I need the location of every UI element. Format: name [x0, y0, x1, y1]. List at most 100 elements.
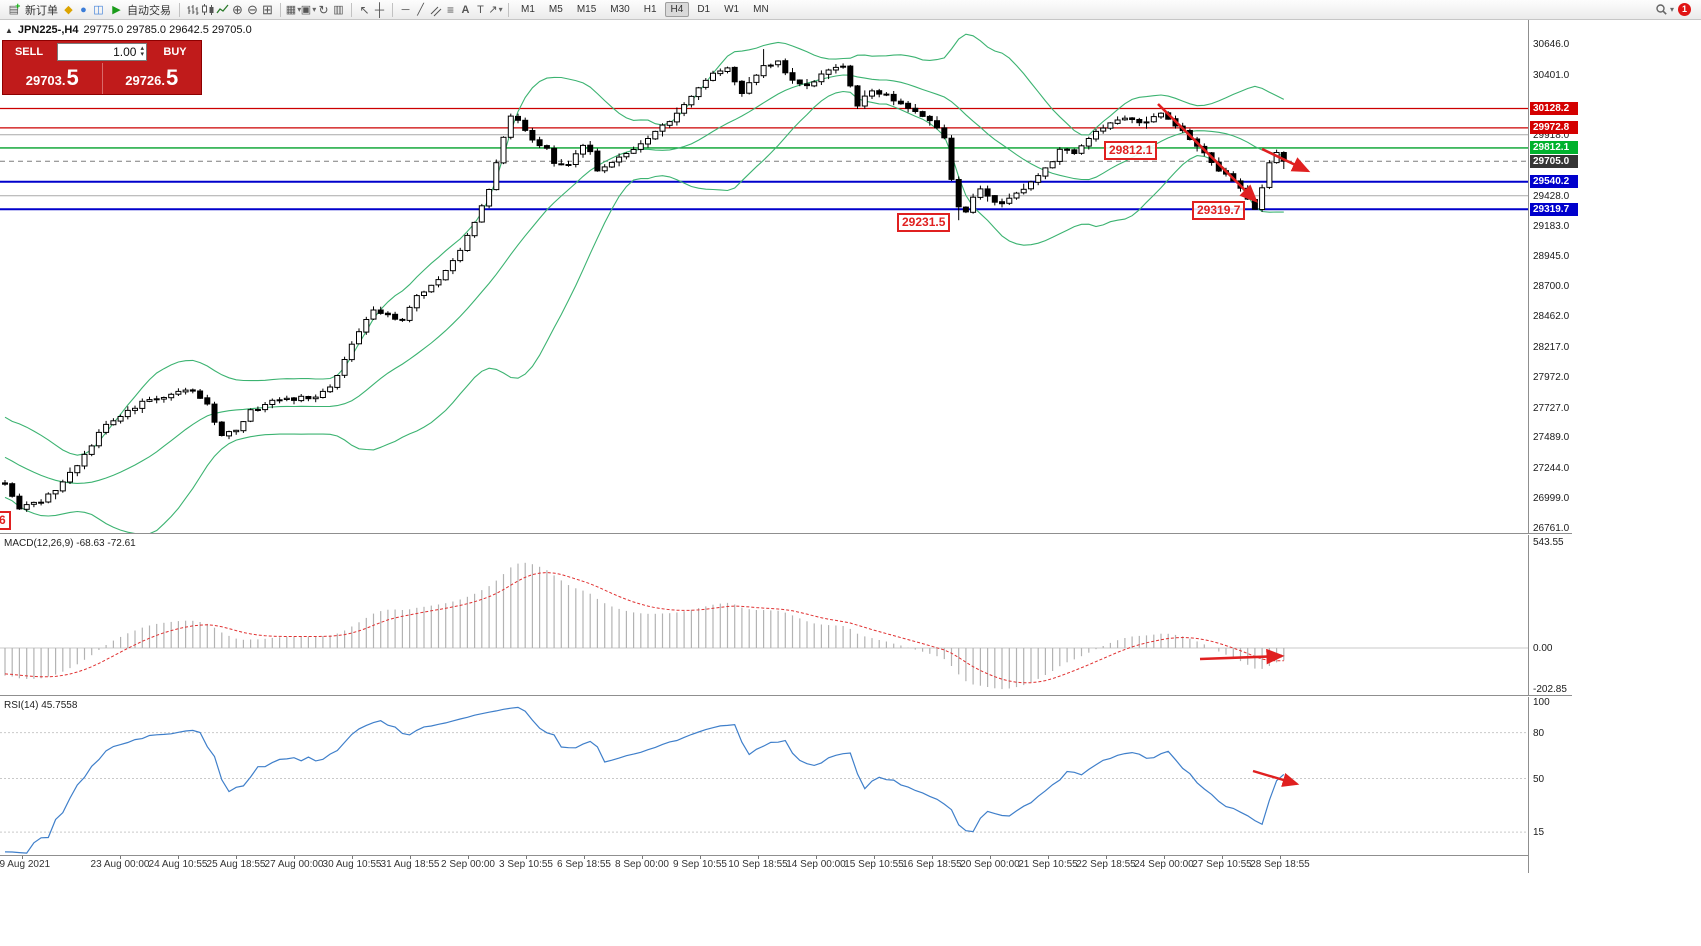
price-tick-label: 28700.0: [1533, 281, 1570, 293]
profiles-icon[interactable]: ▣ ▾: [300, 4, 317, 16]
arrows-tool-icon[interactable]: ↗ ▾: [488, 4, 503, 16]
toolbar-separator: [508, 2, 509, 17]
search-icon[interactable]: [1654, 2, 1669, 17]
lot-spinner[interactable]: ▴ ▾: [140, 45, 144, 58]
price-tick-label: 27244.0: [1533, 462, 1570, 474]
timeframe-h4[interactable]: H4: [664, 2, 690, 17]
rsi-axis-label: 80: [1533, 727, 1545, 739]
crosshair-tool-icon[interactable]: ┼: [374, 2, 385, 17]
lot-decrease-icon[interactable]: ▾: [140, 51, 144, 58]
time-label: 19 Aug 2021: [0, 859, 51, 870]
price-tick-label: 30401.0: [1533, 69, 1570, 81]
main-chart-canvas[interactable]: [0, 20, 1528, 533]
pane-splitter-macd[interactable]: [0, 533, 1572, 534]
candlestick-mode-icon[interactable]: [200, 2, 215, 17]
sell-price[interactable]: 29703. 5: [3, 63, 103, 94]
macd-pane-canvas[interactable]: [0, 535, 1528, 695]
buy-button[interactable]: BUY: [149, 41, 201, 63]
buy-price-main: 29726.: [125, 73, 165, 88]
timeframe-d1[interactable]: D1: [697, 4, 711, 15]
zoom-out-icon[interactable]: ⊖: [247, 1, 258, 17]
time-label: 21 Sep 10:55: [1018, 859, 1078, 870]
price-annotation-box[interactable]: 29231.5: [897, 213, 951, 232]
time-tick: [874, 856, 875, 859]
time-tick: [178, 856, 179, 859]
notification-badge[interactable]: 1: [1678, 3, 1691, 16]
new-order-icon: ▤ +: [8, 1, 21, 16]
sell-price-main: 29703.: [25, 73, 66, 88]
lot-size-field[interactable]: 1.00 ▴ ▾: [57, 43, 147, 61]
new-chart-icon[interactable]: ▦ ▾: [285, 4, 302, 16]
new-order-button[interactable]: ▤ + 新订单: [4, 1, 61, 18]
clipped-left-price-label[interactable]: 6: [0, 511, 11, 530]
data-window-icon[interactable]: ◫: [93, 4, 104, 16]
pane-splitter-macd-highlight: [0, 534, 1572, 535]
timeframe-group: M1 M5 M15 M30 H1 H4 D1 W1 MN: [514, 2, 776, 17]
price-annotation-box[interactable]: 29319.7: [1192, 201, 1246, 220]
text-tool-icon[interactable]: A: [461, 3, 470, 16]
price-tick-label: 26761.0: [1533, 523, 1570, 535]
label-tool-icon[interactable]: T: [477, 3, 484, 16]
price-axis[interactable]: 30646.0 30401.0 29918.0 29428.0 29183.0 28945…: [1528, 20, 1619, 873]
price-tick-label: 27727.0: [1533, 402, 1570, 414]
timeframe-mn[interactable]: MN: [753, 4, 769, 15]
price-tick-label: 27489.0: [1533, 432, 1570, 444]
price-annotation-box[interactable]: 29812.1: [1104, 141, 1158, 160]
cursor-tool-icon[interactable]: ↖: [359, 2, 370, 17]
time-tick: [1048, 856, 1049, 859]
time-tick: [584, 856, 585, 859]
time-tick: [1222, 856, 1223, 859]
fibonacci-tool-icon[interactable]: ≡: [446, 2, 454, 17]
lot-increase-icon[interactable]: ▴: [140, 45, 144, 52]
channel-tool-icon[interactable]: [428, 2, 443, 17]
horizontal-line-tool-icon[interactable]: ─: [401, 3, 410, 16]
time-label: 3 Sep 10:55: [499, 859, 553, 870]
timeframe-w1[interactable]: W1: [724, 4, 740, 15]
time-tick: [932, 856, 933, 859]
timeframe-m5[interactable]: M5: [548, 4, 563, 15]
time-label: 30 Aug 10:55: [322, 859, 382, 870]
price-tick-label: 28462.0: [1533, 311, 1570, 323]
search-caret-icon[interactable]: ▾: [1669, 5, 1674, 14]
time-tick: [294, 856, 295, 859]
zoom-in-icon[interactable]: ⊕: [232, 1, 243, 17]
line-chart-mode-icon[interactable]: [215, 2, 230, 17]
price-tick-label: 29918.0: [1533, 129, 1570, 141]
snapshot-icon[interactable]: ▥: [333, 4, 344, 16]
buy-price-big-digit: 5: [166, 65, 179, 90]
autotrading-icon: ▶: [112, 4, 121, 16]
symbol-icon: ▲: [5, 25, 13, 35]
price-level-badge: 29972.8: [1530, 121, 1578, 135]
market-watch-icon[interactable]: ●: [80, 3, 87, 16]
time-tick: [236, 856, 237, 859]
timeframe-h1[interactable]: H1: [643, 4, 657, 15]
refresh-icon[interactable]: ↻: [318, 2, 329, 17]
trendline-tool-icon[interactable]: ╱: [417, 4, 424, 16]
rsi-line: [4, 706, 1285, 854]
timeframe-m15[interactable]: M15: [576, 4, 597, 15]
time-tick: [990, 856, 991, 859]
time-label: 27 Sep 10:55: [1192, 859, 1252, 870]
favorites-icon[interactable]: ◆: [64, 4, 73, 16]
bar-chart-mode-icon[interactable]: [185, 2, 200, 17]
macd-signal-line: [4, 571, 1284, 684]
main-toolbar: ▤ + 新订单 ◆ ● ◫ ▶ 自动交易 ⊕ ⊖ ⊞ ▦ ▾ ▣ ▾ ↻ ▥ ↖ ┼: [0, 0, 1701, 20]
lot-value[interactable]: 1.00: [113, 45, 137, 59]
autotrading-button[interactable]: ▶ 自动交易: [106, 2, 174, 18]
trend-arrows: [1157, 103, 1311, 203]
buy-price[interactable]: 29726. 5: [103, 63, 202, 94]
time-label: 24 Aug 10:55: [148, 859, 208, 870]
time-label: 31 Aug 18:55: [380, 859, 440, 870]
pane-splitter-rsi[interactable]: [0, 695, 1572, 696]
price-tick-label: 26999.0: [1533, 493, 1570, 505]
time-tick: [758, 856, 759, 859]
macd-axis-min: -202.85: [1533, 684, 1567, 695]
sell-button[interactable]: SELL: [3, 41, 55, 63]
price-level-badge: 29319.7: [1530, 202, 1578, 216]
rsi-pane-canvas[interactable]: [0, 697, 1528, 855]
timeframe-m1[interactable]: M1: [521, 4, 535, 15]
tile-windows-icon[interactable]: ⊞: [262, 1, 273, 17]
timeframe-m30[interactable]: M30: [610, 4, 630, 15]
macd-axis-max: 543.55: [1533, 537, 1564, 548]
